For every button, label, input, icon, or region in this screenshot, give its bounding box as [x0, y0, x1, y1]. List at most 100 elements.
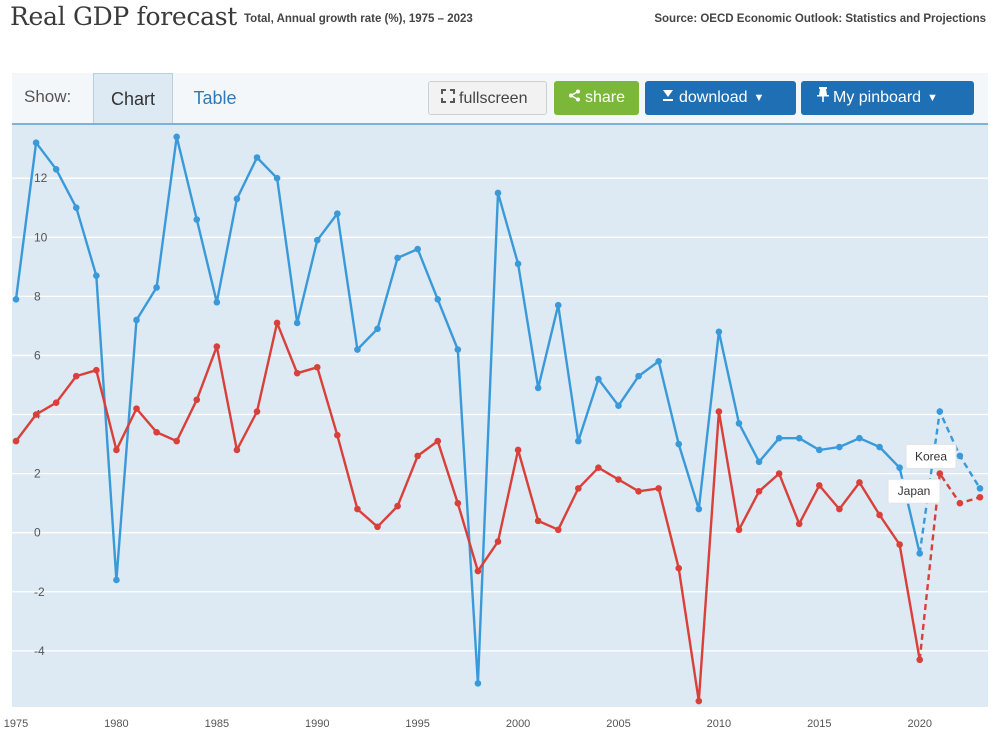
chevron-down-icon: ▼ — [753, 92, 765, 104]
show-label: Show: — [24, 87, 72, 106]
data-point — [976, 485, 984, 492]
data-point — [494, 538, 502, 545]
data-point — [615, 476, 622, 483]
data-point — [655, 358, 662, 365]
data-point — [233, 195, 241, 203]
data-point — [534, 384, 542, 392]
data-point — [795, 434, 803, 442]
series-line-japan — [15, 321, 921, 703]
series-label-box — [887, 478, 941, 504]
chevron-down-icon: ▼ — [927, 92, 938, 104]
data-point — [213, 343, 221, 350]
data-point — [896, 541, 903, 548]
pinboard-button[interactable]: My pinboard ▼ — [801, 81, 974, 115]
data-point — [414, 245, 421, 253]
series-label: Japan — [898, 484, 931, 498]
data-point — [113, 446, 120, 454]
data-point — [454, 499, 462, 507]
data-point — [534, 517, 542, 525]
share-button[interactable]: share — [554, 81, 639, 115]
data-point — [856, 479, 863, 486]
data-point — [836, 443, 843, 451]
y-tick-label: -2 — [34, 585, 45, 599]
data-point — [936, 470, 944, 477]
fullscreen-button[interactable]: fullscreen — [428, 81, 547, 115]
share-icon — [568, 81, 581, 115]
series-label-box — [905, 443, 957, 469]
tab-table[interactable]: Table — [193, 88, 237, 108]
data-point — [595, 464, 602, 472]
y-tick-label: 0 — [34, 526, 41, 540]
x-tick-label: 2015 — [807, 718, 831, 730]
data-point — [233, 446, 241, 454]
data-point — [816, 482, 823, 489]
data-point — [735, 526, 743, 534]
data-point — [394, 254, 401, 262]
data-point — [896, 464, 903, 472]
x-tick-label: 1975 — [4, 718, 28, 730]
y-tick-label: 2 — [34, 467, 41, 481]
x-axis: 1975 1980 1985 1990 1995 2000 2005 2010 2015 2020 — [4, 718, 932, 730]
data-point — [635, 488, 642, 495]
data-point — [635, 372, 642, 380]
data-point — [916, 656, 924, 664]
data-point — [32, 139, 40, 147]
data-point — [354, 346, 361, 353]
y-tick-label: 10 — [34, 230, 48, 244]
data-point — [454, 346, 462, 353]
source-note: Source: OECD Economic Outlook: Statistic… — [654, 13, 986, 25]
data-point — [554, 526, 562, 534]
y-tick-label: 6 — [34, 348, 41, 362]
data-point — [695, 505, 703, 513]
pin-icon — [817, 81, 829, 115]
data-point — [434, 296, 442, 303]
data-point — [956, 452, 964, 460]
line-chart: -4-2024681012KoreaJapan — [12, 133, 988, 705]
x-tick-label: 2000 — [506, 718, 530, 730]
data-point — [113, 576, 120, 584]
data-point — [253, 154, 261, 161]
series-label: Korea — [915, 449, 947, 463]
data-point — [675, 564, 683, 572]
chart-area: -4-2024681012KoreaJapan — [12, 125, 988, 707]
data-point — [575, 437, 582, 445]
data-point — [916, 550, 924, 557]
data-point — [313, 236, 321, 244]
data-point — [374, 325, 381, 333]
x-tick-label: 1980 — [104, 718, 128, 730]
data-point — [876, 511, 883, 519]
data-point — [93, 272, 100, 279]
data-point — [795, 520, 803, 528]
data-point — [173, 437, 180, 445]
data-point — [52, 166, 60, 173]
data-point — [876, 443, 883, 451]
data-point — [153, 428, 160, 436]
data-point — [12, 437, 20, 445]
data-point — [133, 405, 140, 412]
data-point — [273, 174, 281, 182]
data-point — [334, 210, 341, 217]
data-point — [715, 328, 723, 336]
data-point — [956, 499, 964, 507]
data-point — [514, 446, 522, 454]
x-tick-label: 2005 — [606, 718, 630, 730]
data-point — [193, 216, 201, 223]
data-point — [675, 440, 683, 448]
data-point — [554, 301, 562, 309]
data-point — [313, 363, 321, 371]
tab-chart[interactable]: Chart — [93, 73, 173, 123]
data-point — [273, 319, 281, 327]
download-icon — [661, 81, 675, 115]
data-point — [936, 408, 944, 415]
x-tick-label: 2010 — [707, 718, 731, 730]
data-point — [293, 369, 301, 377]
page-title: Real GDP forecast — [10, 2, 237, 31]
data-point — [354, 505, 361, 513]
data-point — [32, 411, 40, 418]
download-button[interactable]: download ▼ — [645, 81, 796, 115]
data-point — [595, 375, 602, 383]
data-point — [655, 485, 662, 492]
data-point — [695, 697, 703, 705]
data-point — [816, 446, 823, 454]
data-point — [976, 493, 984, 501]
